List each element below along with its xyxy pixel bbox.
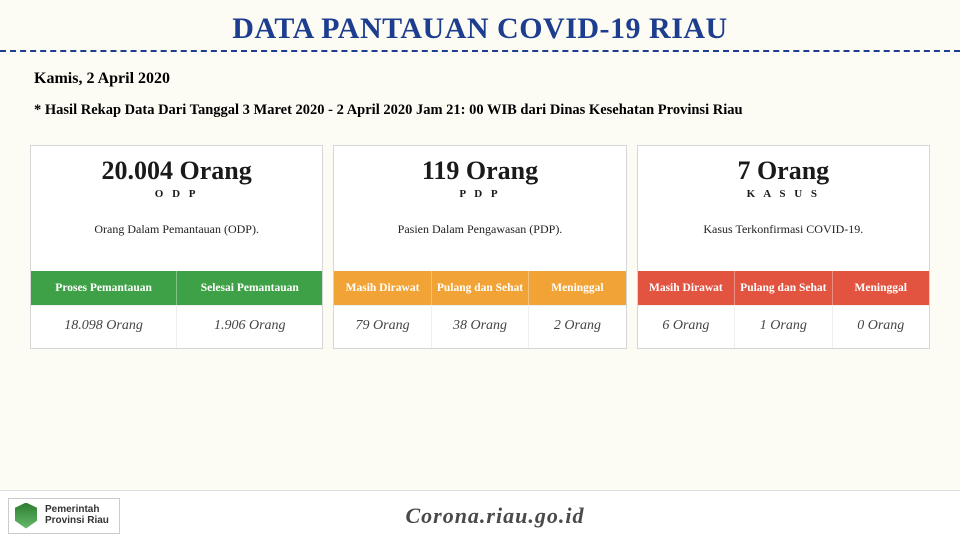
odp-value-2: 1.906 Orang bbox=[176, 306, 322, 348]
pdp-status-row: Masih Dirawat Pulang dan Sehat Meninggal bbox=[334, 271, 625, 305]
pdp-abbr: P D P bbox=[340, 188, 619, 200]
report-date: Kamis, 2 April 2020 bbox=[0, 52, 960, 88]
pdp-status-3: Meninggal bbox=[528, 271, 625, 305]
odp-value-1: 18.098 Orang bbox=[31, 306, 176, 348]
pdp-value-3: 2 Orang bbox=[528, 306, 625, 348]
kasus-status-3: Meninggal bbox=[832, 271, 929, 305]
card-kasus: 7 Orang K A S U S Kasus Terkonfirmasi CO… bbox=[637, 145, 930, 349]
pdp-value-row: 79 Orang 38 Orang 2 Orang bbox=[334, 305, 625, 348]
pdp-value-1: 79 Orang bbox=[334, 306, 430, 348]
card-pdp: 119 Orang P D P Pasien Dalam Pengawasan … bbox=[333, 145, 626, 349]
odp-desc: Orang Dalam Pemantauan (ODP). bbox=[37, 222, 316, 237]
kasus-desc: Kasus Terkonfirmasi COVID-19. bbox=[644, 222, 923, 237]
page-title: DATA PANTAUAN COVID-19 RIAU bbox=[0, 0, 960, 46]
riau-crest-icon bbox=[15, 503, 37, 529]
odp-status-2: Selesai Pemantauan bbox=[176, 271, 322, 305]
site-url: Corona.riau.go.id bbox=[120, 503, 960, 529]
pdp-desc: Pasien Dalam Pengawasan (PDP). bbox=[340, 222, 619, 237]
gov-line1: Pemerintah bbox=[45, 505, 109, 516]
odp-abbr: O D P bbox=[37, 188, 316, 200]
odp-status-1: Proses Pemantauan bbox=[31, 271, 176, 305]
kasus-status-2: Pulang dan Sehat bbox=[734, 271, 831, 305]
pdp-status-1: Masih Dirawat bbox=[334, 271, 430, 305]
kasus-abbr: K A S U S bbox=[644, 188, 923, 200]
kasus-value-row: 6 Orang 1 Orang 0 Orang bbox=[638, 305, 929, 348]
kasus-total: 7 Orang bbox=[644, 156, 923, 186]
pdp-value-2: 38 Orang bbox=[431, 306, 528, 348]
kasus-value-3: 0 Orang bbox=[832, 306, 929, 348]
pdp-status-2: Pulang dan Sehat bbox=[431, 271, 528, 305]
footer-bar: Pemerintah Provinsi Riau Corona.riau.go.… bbox=[0, 490, 960, 540]
odp-value-row: 18.098 Orang 1.906 Orang bbox=[31, 305, 322, 348]
pdp-total: 119 Orang bbox=[340, 156, 619, 186]
gov-line2: Provinsi Riau bbox=[45, 516, 109, 527]
kasus-status-row: Masih Dirawat Pulang dan Sehat Meninggal bbox=[638, 271, 929, 305]
kasus-value-2: 1 Orang bbox=[734, 306, 831, 348]
odp-status-row: Proses Pemantauan Selesai Pemantauan bbox=[31, 271, 322, 305]
kasus-status-1: Masih Dirawat bbox=[638, 271, 734, 305]
report-note: * Hasil Rekap Data Dari Tanggal 3 Maret … bbox=[0, 88, 960, 119]
card-odp: 20.004 Orang O D P Orang Dalam Pemantaua… bbox=[30, 145, 323, 349]
gov-badge: Pemerintah Provinsi Riau bbox=[8, 498, 120, 534]
kasus-value-1: 6 Orang bbox=[638, 306, 734, 348]
stat-cards-row: 20.004 Orang O D P Orang Dalam Pemantaua… bbox=[0, 119, 960, 349]
odp-total: 20.004 Orang bbox=[37, 156, 316, 186]
